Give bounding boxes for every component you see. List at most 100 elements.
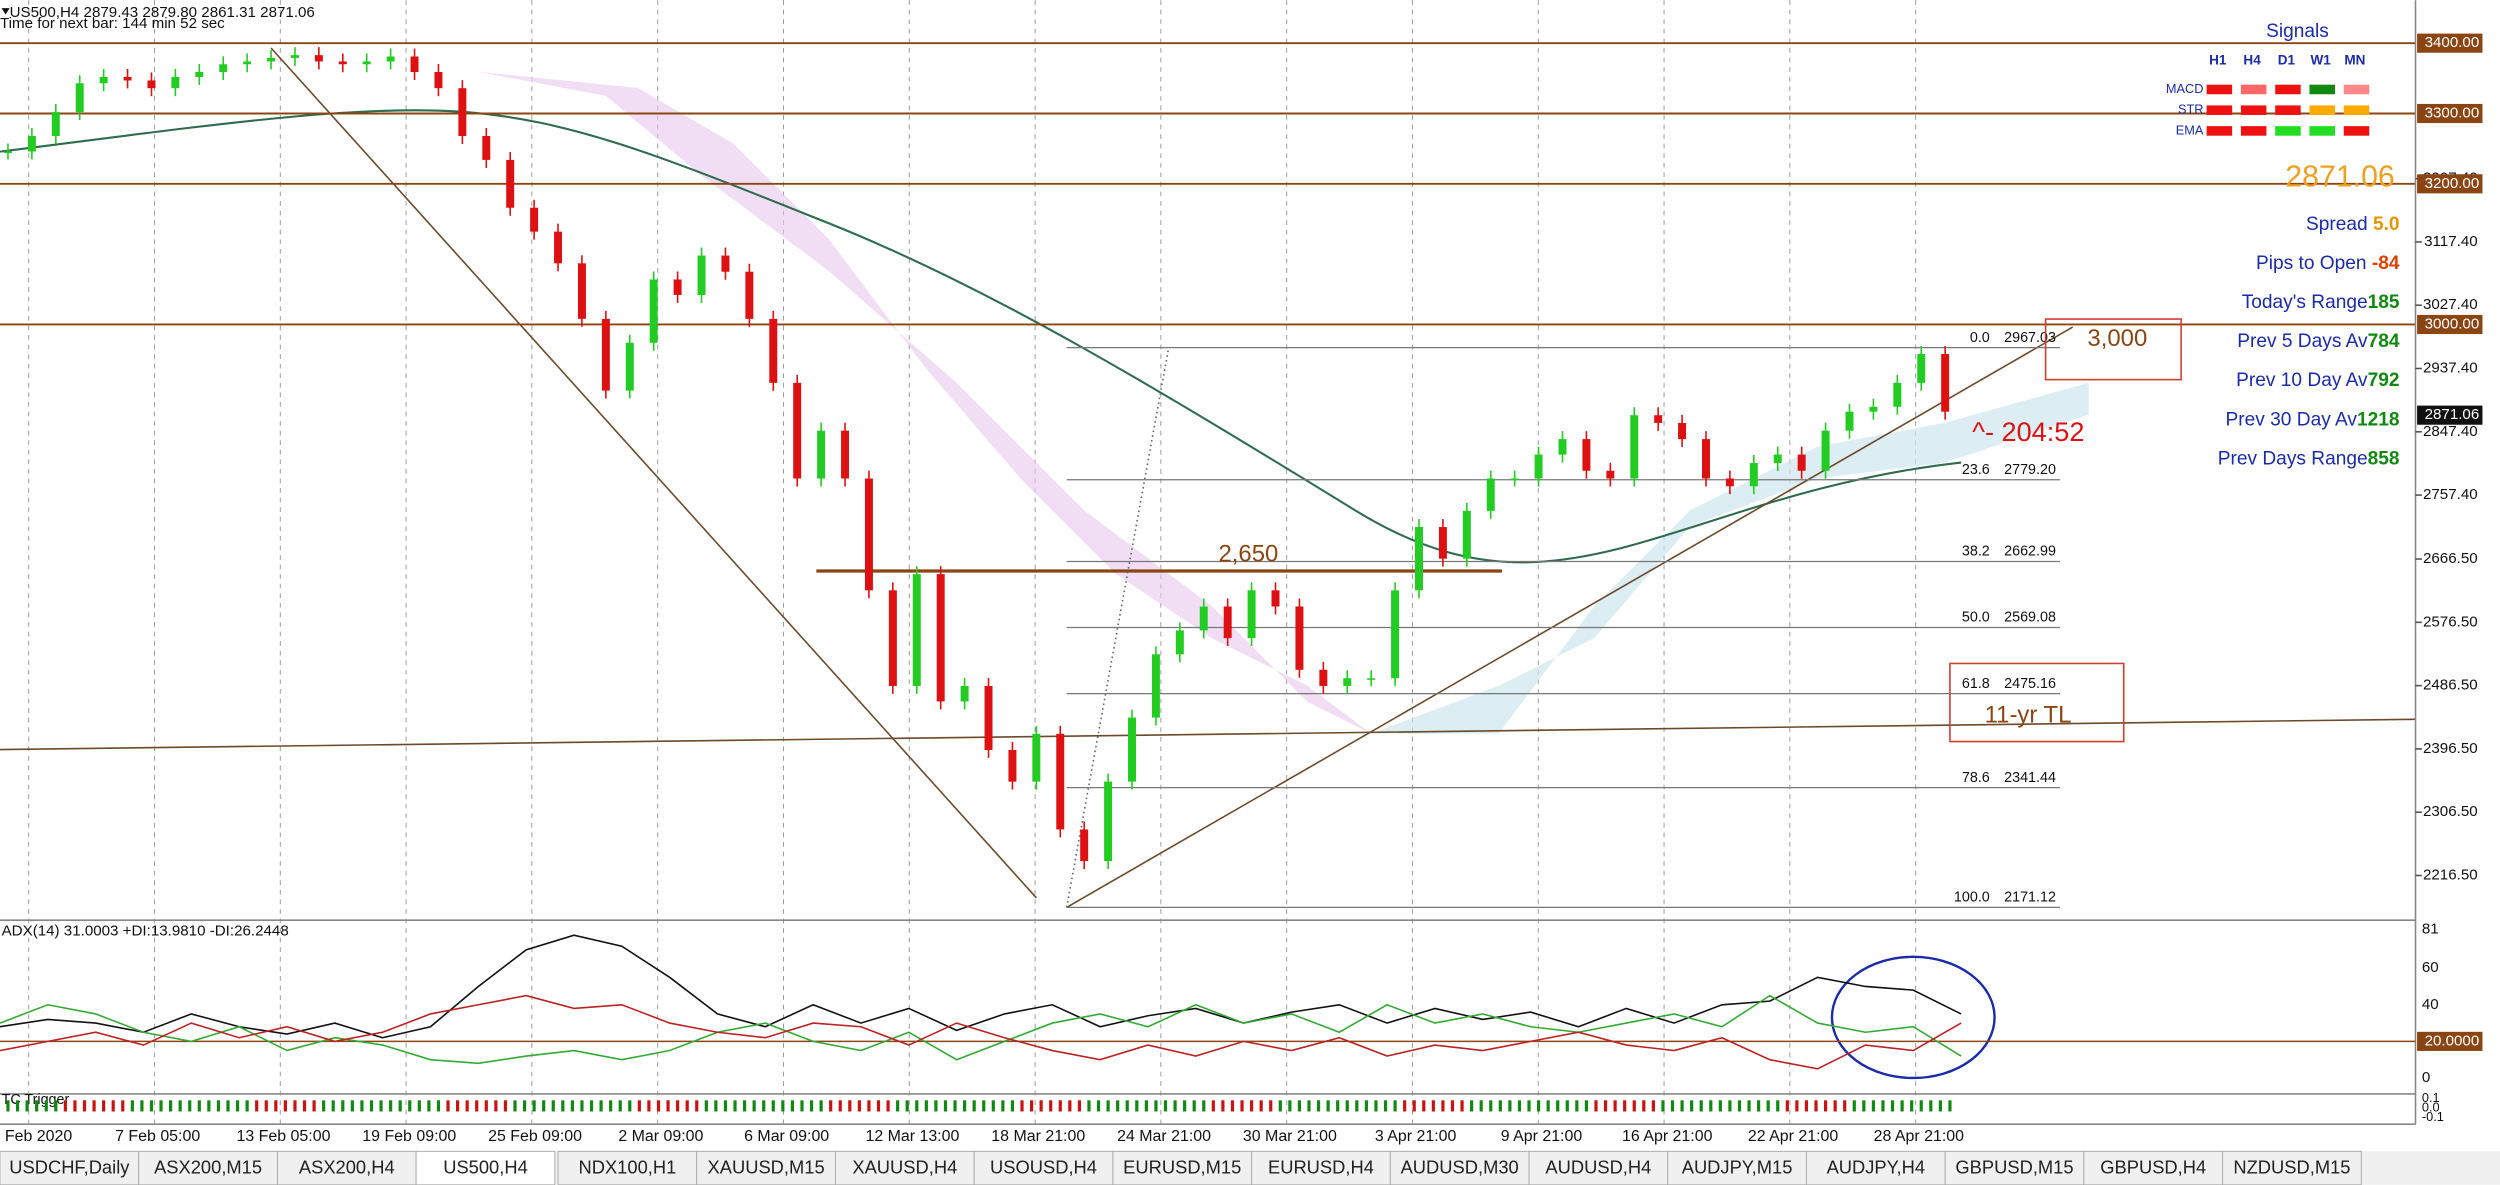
tab[interactable] bbox=[1805, 1150, 1946, 1185]
candle bbox=[1295, 606, 1304, 670]
fib-price: 2341.44 bbox=[2004, 770, 2056, 786]
candle bbox=[1534, 454, 1543, 479]
tab-label[interactable]: NDX100,H1 bbox=[578, 1157, 676, 1178]
trigger-arrow bbox=[1001, 1100, 1005, 1112]
info-row: Spread 5.0 bbox=[2306, 214, 2400, 235]
candle bbox=[1391, 590, 1400, 679]
tab[interactable] bbox=[0, 1150, 140, 1185]
trigger-arrow bbox=[1699, 1100, 1703, 1112]
time-label: 3 Feb 2020 bbox=[0, 1128, 72, 1145]
trigger-arrow bbox=[542, 1100, 546, 1112]
trigger-arrow bbox=[676, 1100, 680, 1112]
trigger-arrow bbox=[1479, 1100, 1483, 1112]
candle bbox=[458, 88, 467, 137]
trigger-arrow bbox=[1125, 1100, 1129, 1112]
time-label: 24 Mar 21:00 bbox=[1117, 1128, 1211, 1145]
trigger-arrow bbox=[637, 1100, 641, 1112]
tab-label[interactable]: GBPUSD,H4 bbox=[2100, 1157, 2206, 1178]
trigger-arrow bbox=[35, 1100, 39, 1112]
info-label: Prev 30 Day Av bbox=[2226, 409, 2358, 430]
tab[interactable] bbox=[557, 1150, 698, 1185]
candle bbox=[1630, 415, 1639, 479]
signal-col: D1 bbox=[2278, 52, 2296, 67]
tab[interactable] bbox=[1667, 1150, 1807, 1185]
fib-ratio: 38.2 bbox=[1962, 544, 1990, 560]
trigger-arrow bbox=[934, 1100, 938, 1112]
trigger-arrow bbox=[838, 1100, 842, 1112]
tab[interactable] bbox=[1389, 1150, 1530, 1185]
trigger-arrow bbox=[465, 1100, 469, 1112]
price-chart: 0.0 2967.03 23.6 2779.20 38.2 2662.99 50.0 2569… bbox=[0, 42, 2416, 909]
fib-ratio: 0.0 bbox=[1970, 330, 1990, 346]
tab-label[interactable]: GBPUSD,M15 bbox=[1955, 1157, 2073, 1178]
candle bbox=[1582, 439, 1591, 471]
candle bbox=[1678, 422, 1687, 440]
trigger-arrow bbox=[1278, 1100, 1282, 1112]
level-box bbox=[2417, 33, 2483, 53]
tab-label[interactable]: XAUUSD,H4 bbox=[852, 1157, 957, 1178]
trigger-arrow bbox=[1728, 1100, 1732, 1112]
tab-label[interactable]: USDCHF,Daily bbox=[9, 1157, 130, 1178]
tab-label[interactable]: AUDUSD,M30 bbox=[1401, 1157, 1519, 1178]
trigger-arrow bbox=[73, 1100, 77, 1112]
tab-label[interactable]: USOUSD,H4 bbox=[990, 1157, 1097, 1178]
trigger-arrow bbox=[235, 1100, 240, 1112]
trigger-arrow bbox=[896, 1100, 900, 1112]
trigger-arrow bbox=[1718, 1100, 1722, 1112]
trigger-arrow bbox=[589, 1100, 594, 1112]
candle bbox=[1104, 781, 1113, 862]
signal-cell bbox=[2240, 105, 2267, 115]
trigger-arrow bbox=[1623, 1100, 1627, 1112]
signal-cell bbox=[2343, 105, 2370, 115]
trigger-arrow bbox=[1785, 1100, 1789, 1112]
tab-label[interactable]: EURUSD,H4 bbox=[1268, 1157, 1374, 1178]
tab-label[interactable]: US500,H4 bbox=[443, 1157, 528, 1178]
trigger-arrow bbox=[1096, 1100, 1101, 1112]
trigger-arrow bbox=[140, 1100, 144, 1112]
trigger-arrow bbox=[647, 1100, 651, 1112]
tab[interactable] bbox=[1944, 1150, 2085, 1185]
tab-label[interactable]: XAUUSD,M15 bbox=[708, 1157, 825, 1178]
tab-label[interactable]: ASX200,M15 bbox=[154, 1157, 262, 1178]
signal-cell bbox=[2343, 126, 2370, 136]
tab[interactable] bbox=[973, 1150, 1114, 1185]
trigger-arrow bbox=[513, 1100, 517, 1112]
time-label: 7 Feb 05:00 bbox=[115, 1128, 200, 1145]
trigger-arrow bbox=[1603, 1100, 1608, 1112]
tab-label[interactable]: NZDUSD,M15 bbox=[2233, 1157, 2350, 1178]
tab[interactable] bbox=[834, 1150, 975, 1185]
info-value: 185 bbox=[2368, 292, 2400, 313]
tab-label[interactable]: AUDJPY,H4 bbox=[1827, 1157, 1925, 1178]
tab-label[interactable]: EURUSD,M15 bbox=[1123, 1157, 1241, 1178]
level-label: 3200.00 bbox=[2425, 175, 2480, 192]
tab-label[interactable]: ASX200,H4 bbox=[299, 1157, 395, 1178]
trigger-arrow bbox=[1058, 1100, 1062, 1112]
candle bbox=[1773, 454, 1782, 464]
signal-col: H1 bbox=[2209, 52, 2227, 67]
trigger-arrow bbox=[752, 1100, 756, 1112]
trigger-arrow bbox=[188, 1100, 192, 1112]
tab[interactable] bbox=[1528, 1150, 1669, 1185]
trigger-arrow bbox=[1211, 1100, 1215, 1112]
candle bbox=[267, 57, 276, 62]
tab[interactable] bbox=[2222, 1150, 2362, 1185]
price-tick-label: 2757.40 bbox=[2423, 486, 2478, 503]
trigger-arrow bbox=[1910, 1100, 1914, 1112]
time-label: 18 Mar 21:00 bbox=[991, 1128, 1085, 1145]
candle bbox=[1343, 678, 1352, 686]
trigger-arrow bbox=[159, 1100, 163, 1112]
trigger-arrow bbox=[350, 1100, 354, 1112]
trigger-arrow bbox=[915, 1100, 919, 1112]
trigger-arrow bbox=[618, 1100, 622, 1112]
candle bbox=[745, 271, 754, 319]
tab[interactable] bbox=[276, 1150, 417, 1185]
trigger-arrow bbox=[1163, 1100, 1168, 1112]
trigger-arrow bbox=[111, 1100, 115, 1112]
candle bbox=[1151, 654, 1160, 718]
fib-anchor-line bbox=[1065, 347, 1170, 908]
trigger-arrow bbox=[742, 1100, 747, 1112]
tab-label[interactable]: AUDUSD,H4 bbox=[1545, 1157, 1651, 1178]
signal-col: MN bbox=[2344, 52, 2365, 67]
tab[interactable] bbox=[1251, 1150, 1391, 1185]
tab-label[interactable]: AUDJPY,M15 bbox=[1682, 1157, 1793, 1178]
